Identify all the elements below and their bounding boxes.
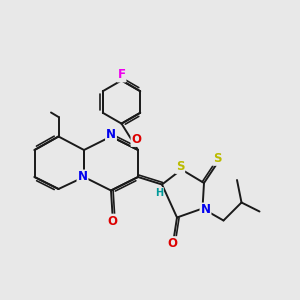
Text: F: F <box>118 68 125 82</box>
Text: S: S <box>213 152 221 165</box>
Text: O: O <box>107 214 118 228</box>
Text: O: O <box>131 133 142 146</box>
Text: H: H <box>155 188 163 198</box>
Text: O: O <box>167 237 178 250</box>
Text: S: S <box>176 160 184 173</box>
Text: N: N <box>77 170 88 184</box>
Text: N: N <box>106 128 116 142</box>
Text: N: N <box>200 203 211 217</box>
